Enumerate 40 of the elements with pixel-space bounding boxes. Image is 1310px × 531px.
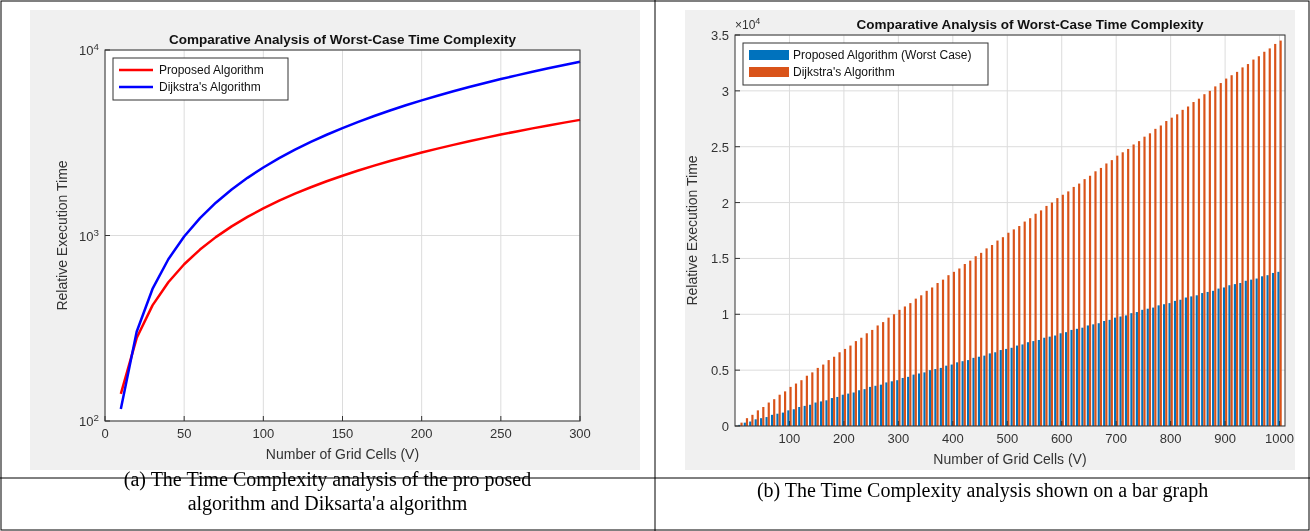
y-tick-label: 1.5 bbox=[710, 251, 729, 267]
x-tick-label: 200 bbox=[410, 426, 433, 441]
y-axis-title: Relative Execution Time bbox=[684, 155, 700, 306]
y-tick-label: 2.5 bbox=[710, 139, 729, 155]
x-tick-label: 700 bbox=[1105, 431, 1128, 446]
y-tick-label: 3.5 bbox=[710, 28, 729, 43]
x-tick-label: 1000 bbox=[1265, 431, 1295, 446]
x-axis-title: Number of Grid Cells (V) bbox=[265, 446, 420, 462]
legend-label: Proposed Algorithm bbox=[159, 63, 264, 77]
x-tick-label: 100 bbox=[778, 431, 801, 446]
x-tick-label: 400 bbox=[941, 431, 964, 446]
x-tick-label: 250 bbox=[489, 426, 512, 441]
chart-title: Comparative Analysis of Worst-Case Time Complexity bbox=[168, 32, 517, 47]
y-tick-label: 1 bbox=[721, 307, 729, 323]
x-axis-title: Number of Grid Cells (V) bbox=[933, 451, 1087, 467]
legend-label: Proposed Algorithm (Worst Case) bbox=[793, 48, 972, 62]
text: (a) The Time Complexity analysis of the pro posed algorithm and Diksarta'a algorithm bbox=[123, 468, 532, 515]
y-tick-label: 10$^{2}$ bbox=[79, 411, 99, 429]
x-tick-label: 50 bbox=[176, 426, 192, 441]
x-tick-label: 150 bbox=[331, 426, 354, 441]
x-tick-label: 300 bbox=[569, 426, 591, 441]
chart-title: Comparative Analysis of Worst-Case Time Complexity bbox=[856, 17, 1205, 32]
y-tick-label: 2 bbox=[721, 195, 729, 211]
x-tick-label: 800 bbox=[1159, 431, 1182, 446]
x-tick-label: 900 bbox=[1214, 431, 1236, 446]
x-tick-label: 200 bbox=[833, 431, 855, 446]
legend-label: Dijkstra's Algorithm bbox=[793, 65, 895, 79]
text: (b) The Time Complexity analysis shown on a bar graph bbox=[756, 479, 1209, 502]
x-tick-label: 0 bbox=[101, 426, 109, 441]
x-tick-label: 500 bbox=[996, 431, 1019, 446]
text: ×10$^{4}$ bbox=[735, 16, 761, 32]
legend-label: Dijkstra's Algorithm bbox=[159, 80, 261, 94]
y-tick-label: 10$^{4}$ bbox=[79, 40, 100, 58]
x-tick-label: 600 bbox=[1050, 431, 1073, 446]
x-tick-label: 100 bbox=[252, 426, 275, 441]
y-tick-label: 3 bbox=[721, 83, 729, 99]
y-axis-title: Relative Execution Time bbox=[54, 160, 70, 311]
y-tick-label: 10$^{3}$ bbox=[79, 226, 99, 244]
x-tick-label: 300 bbox=[887, 431, 910, 446]
y-tick-label: 0.5 bbox=[710, 363, 729, 379]
